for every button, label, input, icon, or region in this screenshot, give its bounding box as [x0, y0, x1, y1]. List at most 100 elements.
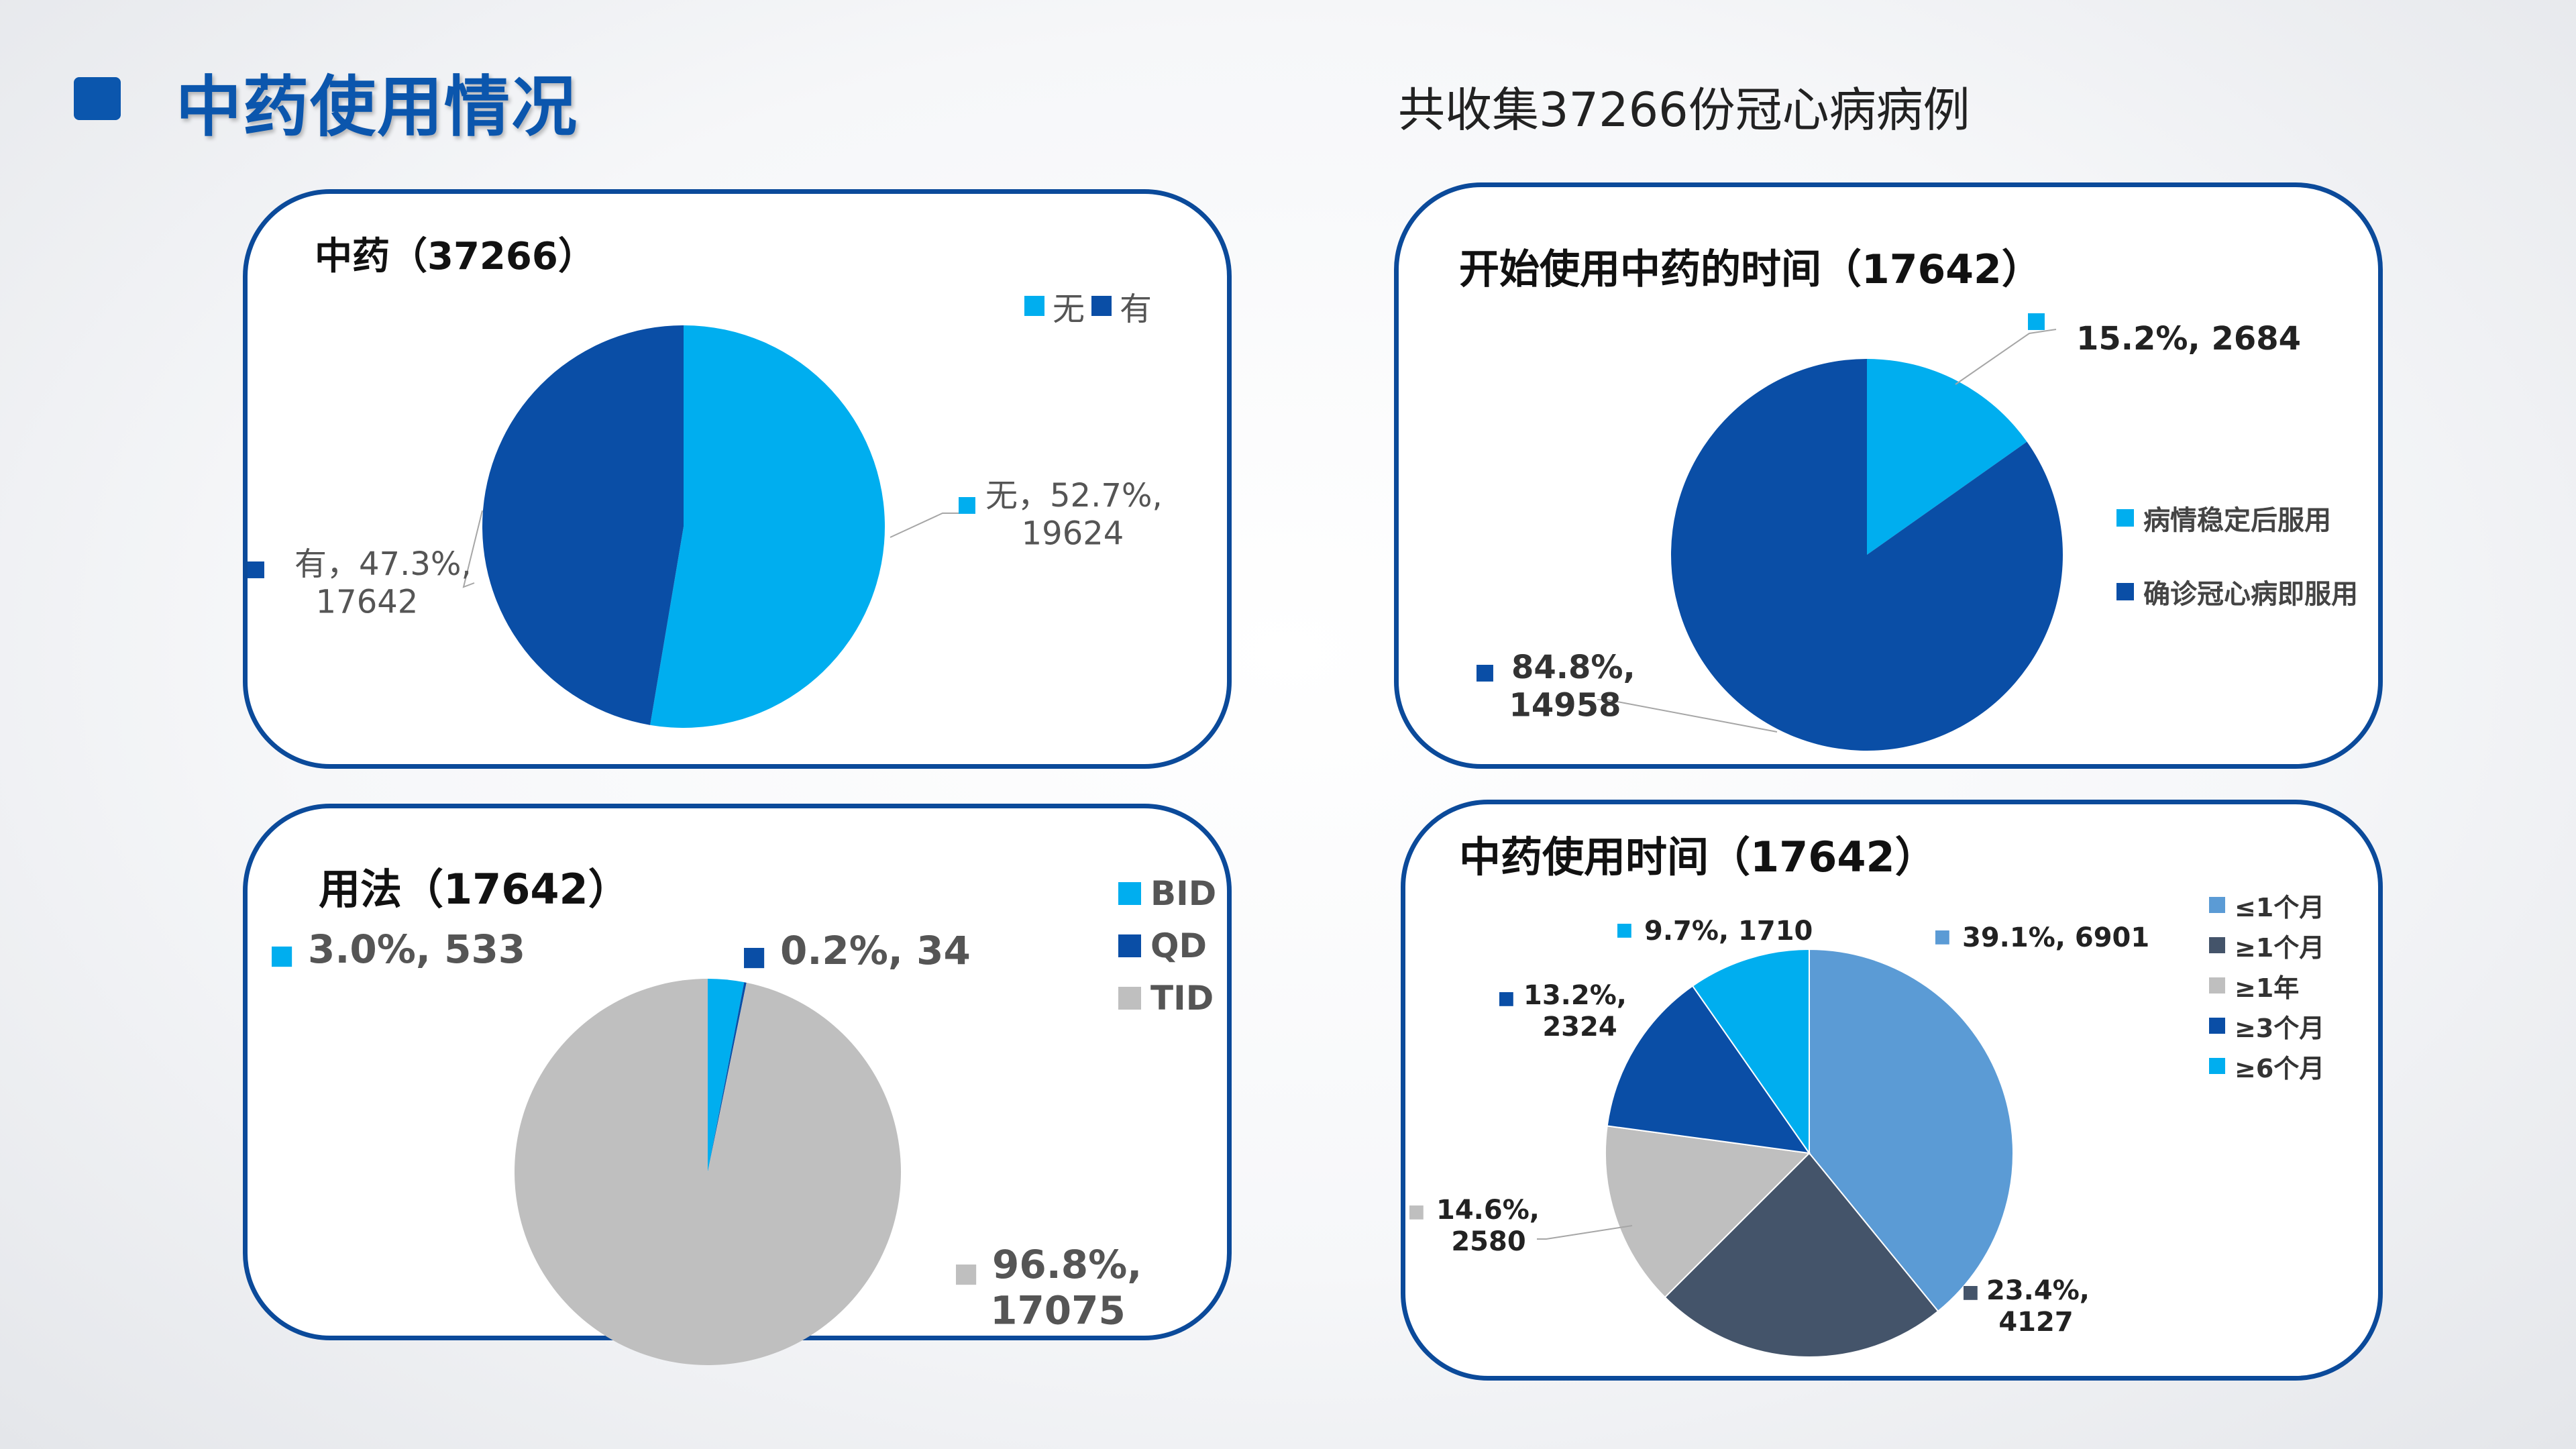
pie-slices [515, 979, 901, 1365]
pie-slice [1606, 985, 1811, 1155]
label-swatch [956, 1265, 977, 1285]
data-label: 17642 [316, 584, 419, 621]
leader-line [1537, 1225, 1633, 1240]
legend-swatch [1024, 296, 1044, 316]
pie-slice [1671, 359, 2063, 751]
data-label: 3.0%, 533 [308, 926, 525, 972]
legend-swatch [1091, 296, 1112, 316]
label-swatch [744, 948, 765, 969]
legend-swatch [2116, 509, 2134, 527]
data-label: 23.4%, [1986, 1275, 2090, 1306]
legend-swatch [2209, 1018, 2225, 1034]
legend-item: TID [1118, 979, 1216, 1018]
legend-swatch [2209, 897, 2225, 913]
chart-legend: 病情稳定后服用 确诊冠心病即服用 [2116, 498, 2358, 611]
legend-swatch [2209, 1058, 2225, 1074]
data-label: 有，47.3%, [294, 545, 472, 583]
title-marker [74, 77, 121, 120]
legend-swatch [1118, 934, 1141, 957]
data-label: 0.2%, 34 [780, 928, 971, 973]
leader-line [890, 513, 960, 538]
data-label: 2324 [1542, 1012, 1617, 1042]
data-label: 39.1%, 6901 [1962, 922, 2149, 953]
pie-slices [482, 325, 885, 728]
data-label: 96.8%, [992, 1242, 1142, 1287]
pie-chart: 3.0%, 533 0.2%, 34 96.8%,17075 [272, 926, 1142, 1365]
pie-slices [1605, 948, 2014, 1358]
legend-swatch [2116, 583, 2134, 600]
legend-swatch [1118, 882, 1141, 905]
legend-label: 无 [1053, 290, 1085, 328]
data-label: 2580 [1451, 1226, 1525, 1257]
legend-item: BID [1118, 874, 1216, 913]
pie-chart: 无，52.7%,19624 有，47.3%,17642 [248, 325, 1163, 728]
pie-chart: 39.1%, 6901 23.4%,4127 14.6%,2580 13.2%,232… [1409, 916, 2149, 1358]
legend-label: ≥3个月 [2235, 1013, 2325, 1043]
pie-slice [1809, 948, 2014, 1313]
legend-item: ≥6个月 [2209, 1046, 2324, 1086]
legend-item: ≥3个月 [2209, 1006, 2324, 1046]
data-labels: 无，52.7%,19624 有，47.3%,17642 [248, 477, 1163, 621]
data-label: 13.2%, [1523, 980, 1627, 1011]
pie-slice [650, 325, 885, 728]
page-title: 中药使用情况 [176, 69, 579, 146]
pie-slice [482, 325, 684, 725]
leader-line [462, 510, 483, 588]
data-labels: 15.2%, 2684 84.8%,14958 [1477, 313, 2301, 733]
pie-slice [515, 979, 901, 1365]
legend-label: ≥6个月 [2235, 1053, 2325, 1083]
legend-item: ≥1个月 [2209, 925, 2324, 965]
chart-title: 中药（37266） [315, 235, 596, 278]
data-label: 4127 [1998, 1307, 2073, 1338]
data-label: 14.6%, [1436, 1195, 1540, 1226]
chart-legend: ≤1个月 ≥1个月 ≥1年 ≥3个月 ≥6个月 [2209, 885, 2324, 1086]
leader-line [1955, 329, 2057, 385]
legend-label: 病情稳定后服用 [2143, 505, 2331, 536]
label-swatch [1935, 930, 1949, 945]
page-subtitle: 共收集37266份冠心病病例 [1398, 83, 1970, 138]
legend-item: QD [1118, 926, 1216, 965]
label-swatch [1499, 992, 1513, 1006]
leader-line [1597, 699, 1778, 733]
legend-label: ≥1年 [2235, 973, 2300, 1003]
chart-panel-start-time: 开始使用中药的时间（17642） 病情稳定后服用 确诊冠心病即服用 15.2%,… [1394, 182, 2383, 769]
legend-item: 无 [1024, 282, 1085, 329]
legend-label: QD [1150, 926, 1208, 965]
label-swatch [272, 947, 292, 967]
label-swatch [248, 561, 264, 578]
chart-legend: 无 有 [1024, 282, 1152, 329]
data-label: 9.7%, 1710 [1644, 916, 1813, 947]
pie-slices [1671, 359, 2063, 751]
data-label: 17075 [990, 1287, 1126, 1333]
label-swatch [1617, 924, 1631, 938]
chart-title: 开始使用中药的时间（17642） [1459, 246, 2042, 293]
data-label: 无，52.7%, [985, 477, 1163, 515]
legend-swatch [2209, 937, 2225, 953]
legend-swatch [2209, 977, 2225, 994]
data-label: 15.2%, 2684 [2076, 320, 2301, 358]
legend-label: ≥1个月 [2235, 932, 2325, 963]
label-swatch [1409, 1205, 1424, 1220]
pie-slice [1691, 948, 1810, 1156]
chart-panel-usage: 用法（17642） BID QD TID 3.0%, 533 0.2%, 34 96… [243, 804, 1232, 1365]
data-labels: 3.0%, 533 0.2%, 34 96.8%,17075 [272, 926, 1142, 1333]
pie-chart: 15.2%, 2684 84.8%,14958 [1477, 313, 2301, 751]
legend-item: 病情稳定后服用 [2116, 498, 2358, 537]
data-label: 14958 [1509, 687, 1621, 724]
data-labels: 39.1%, 6901 23.4%,4127 14.6%,2580 13.2%,232… [1409, 916, 2149, 1338]
legend-label: TID [1150, 979, 1214, 1018]
label-swatch [1964, 1286, 1978, 1300]
legend-label: ≤1个月 [2235, 892, 2325, 922]
pie-slice [708, 979, 745, 1172]
legend-item: 有 [1091, 282, 1152, 329]
label-swatch [2028, 313, 2045, 330]
pie-slice [1605, 1125, 1811, 1299]
chart-panel-usage-duration: 中药使用时间（17642） ≤1个月 ≥1个月 ≥1年 ≥3个月 ≥6个月 39… [1401, 800, 2383, 1381]
legend-item: ≤1个月 [2209, 885, 2324, 925]
pie-slice [1664, 1152, 1939, 1358]
chart-title: 中药使用时间（17642） [1459, 833, 1937, 881]
data-label: 84.8%, [1511, 649, 1635, 686]
legend-label: 确诊冠心病即服用 [2143, 579, 2358, 610]
legend-swatch [1118, 987, 1141, 1010]
legend-item: ≥1年 [2209, 965, 2324, 1006]
